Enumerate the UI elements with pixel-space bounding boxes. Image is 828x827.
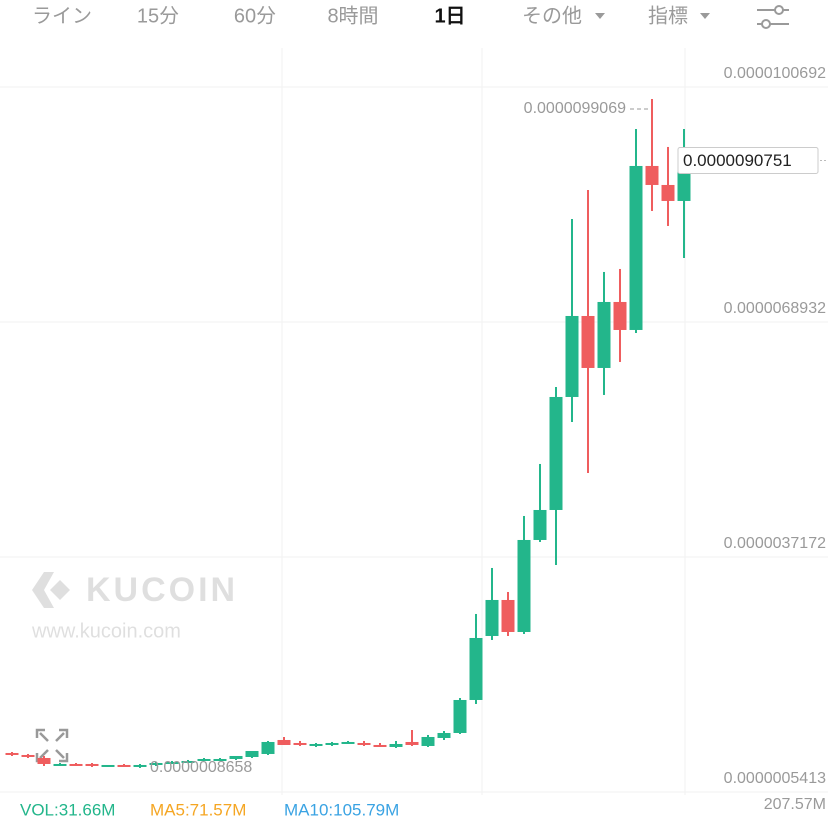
candle-body	[661, 184, 675, 201]
tab-bar: ライン 15分 60分 8時間 1日 その他 指標	[32, 4, 789, 29]
layout-grid	[281, 48, 686, 795]
candle-body	[213, 758, 227, 761]
y-tick-label: 0.0000005413	[724, 770, 826, 787]
y-tick-label: 0.0000037172	[724, 535, 826, 552]
candle-body	[517, 539, 531, 632]
candle-body	[69, 763, 83, 766]
watermark-brand: KUCOIN	[86, 571, 238, 609]
ma10-label: MA10:105.79M	[284, 800, 399, 819]
tab-active[interactable]: 1日	[434, 5, 465, 27]
settings-icon[interactable]	[757, 5, 789, 29]
dropdown-arrow	[700, 13, 710, 19]
candle-body	[181, 760, 195, 763]
watermark: KUCOIN www.kucoin.com	[31, 571, 238, 642]
watermark-url: www.kucoin.com	[31, 620, 181, 642]
candle-body	[37, 757, 51, 764]
candle-body	[309, 743, 323, 746]
candle-body	[197, 758, 211, 761]
tab[interactable]: 8時間	[327, 4, 378, 27]
candle-body	[357, 742, 371, 745]
tab[interactable]: 指標	[648, 4, 688, 27]
dropdown-arrow	[595, 13, 605, 19]
candle-body	[501, 599, 515, 632]
y-tick-label: 0.0000100692	[724, 65, 826, 82]
candle-body	[149, 762, 163, 765]
low-label: 0.0000008658	[150, 759, 252, 776]
candle-body	[85, 763, 99, 766]
candle-body	[5, 752, 19, 755]
candle-body	[229, 755, 243, 759]
candle-body	[597, 301, 611, 368]
candle-body	[101, 764, 115, 767]
candle-body	[325, 742, 339, 745]
volume-max: 207.57M	[764, 796, 826, 813]
candle-body	[453, 699, 467, 733]
candle-body	[133, 764, 147, 767]
candle-body	[53, 763, 67, 766]
y-tick-label: 0.0000068932	[724, 300, 826, 317]
candle-body	[613, 301, 627, 330]
plot: 0.0000100692 0.0000068932 0.0000037172 0.00…	[0, 65, 828, 793]
ma5-label: MA5:71.57M	[150, 800, 246, 819]
candle-body	[645, 165, 659, 185]
candle-body	[165, 761, 179, 764]
candle-body	[469, 637, 483, 700]
candle-body	[405, 741, 419, 745]
last-price-label: 0.0000090751	[683, 151, 792, 170]
candle-body	[437, 732, 451, 738]
tab[interactable]: 15分	[137, 4, 179, 27]
candle-body	[341, 741, 355, 744]
candle-body	[277, 739, 291, 745]
candle-body	[245, 750, 259, 757]
tab[interactable]: ライン	[32, 5, 92, 27]
tab[interactable]: 60分	[234, 4, 276, 27]
candle-body	[117, 764, 131, 767]
candle-body	[373, 744, 387, 747]
candle-body	[293, 742, 307, 745]
candle-body	[421, 736, 435, 746]
tab[interactable]: その他	[522, 4, 582, 27]
last-price-box	[677, 147, 819, 175]
candle-body	[485, 599, 499, 636]
candle-body	[581, 315, 595, 368]
volume-label: VOL:31.66M	[20, 800, 115, 819]
candle-body	[533, 509, 547, 540]
candle-body	[565, 315, 579, 397]
candle-body	[389, 743, 403, 747]
expand-icon[interactable]	[35, 728, 69, 763]
candle-body	[629, 165, 643, 330]
candle-body	[261, 741, 275, 754]
high-label: 0.0000099069	[524, 100, 626, 117]
candle-body	[21, 754, 35, 757]
candle-body	[549, 396, 563, 510]
